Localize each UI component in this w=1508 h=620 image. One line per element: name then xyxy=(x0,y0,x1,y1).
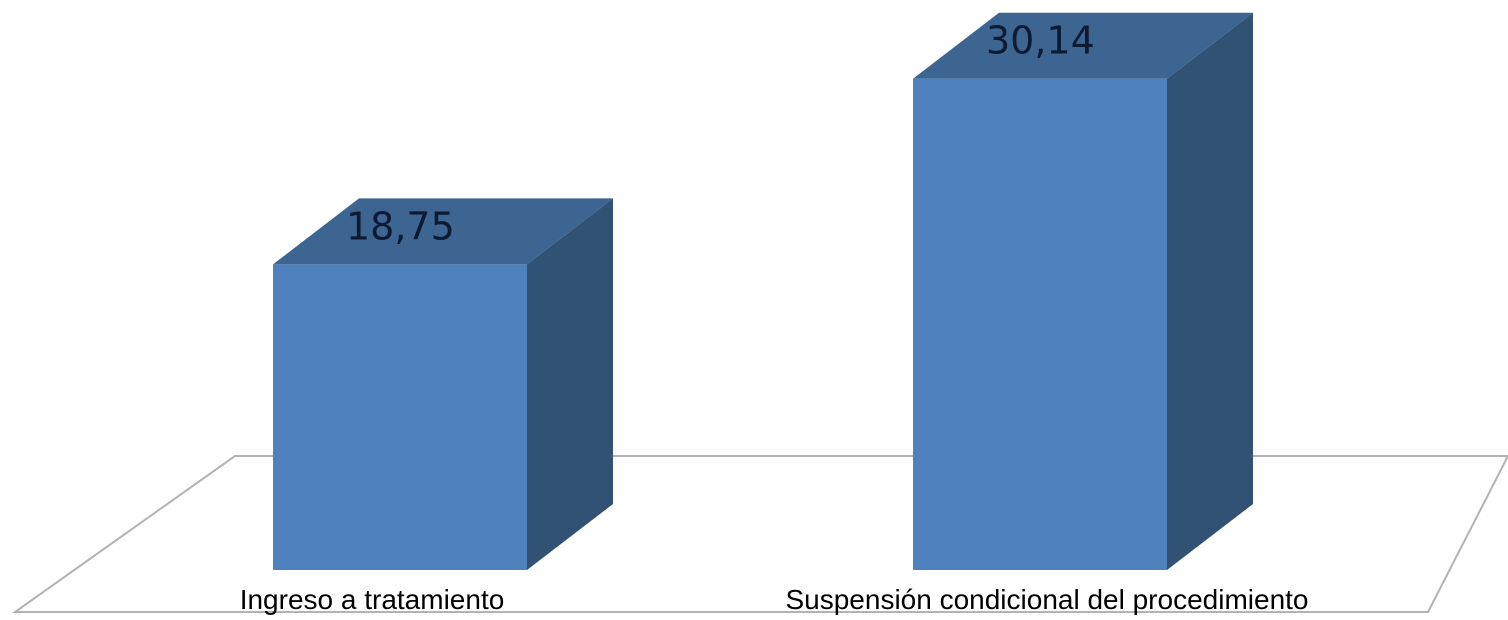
bar-side-face xyxy=(1167,12,1253,570)
labels: 18,75 Ingreso a tratamiento 30,14 Suspensió… xyxy=(240,19,1309,615)
bar-front-face xyxy=(273,264,527,570)
bar-1 xyxy=(273,198,613,570)
bars xyxy=(273,12,1253,570)
bar-side-face xyxy=(527,198,613,570)
bar-top-face xyxy=(913,12,1253,79)
bar-top-face xyxy=(273,198,613,265)
bar-front-face xyxy=(913,78,1167,570)
category-label: Ingreso a tratamiento xyxy=(240,584,505,615)
value-label: 30,14 xyxy=(986,19,1095,63)
category-label: Suspensión condicional del procedimiento xyxy=(785,584,1308,615)
value-label: 18,75 xyxy=(346,204,455,248)
bar-2 xyxy=(913,12,1253,570)
